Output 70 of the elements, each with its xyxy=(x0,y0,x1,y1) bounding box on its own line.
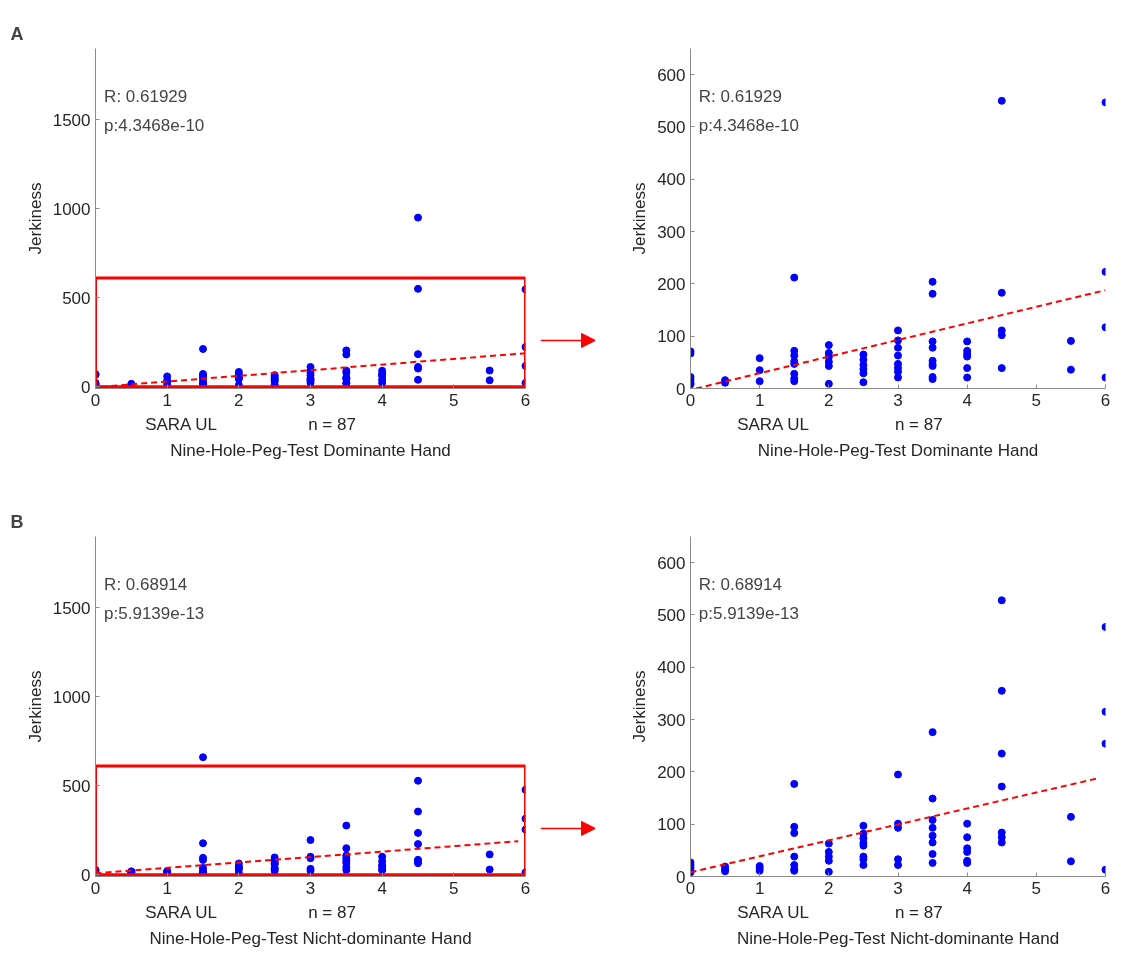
x-tick-label: 3 xyxy=(305,878,316,898)
text: n = 87 xyxy=(894,902,943,922)
annotation: R: 0.61929 xyxy=(698,86,782,106)
x-tick-label: 2 xyxy=(234,390,244,410)
y-tick-label: 200 xyxy=(657,762,686,782)
x-axis-title: Nine-Hole-Peg-Test Dominante Hand xyxy=(757,440,1039,460)
x-tick-label: 3 xyxy=(305,390,316,410)
text: SARA UL xyxy=(145,902,217,922)
y-tick-label: 600 xyxy=(657,65,686,85)
x-tick-label: 1 xyxy=(162,390,172,410)
text: SARA UL xyxy=(145,414,217,434)
x-tick-label: 4 xyxy=(962,390,972,410)
y-axis-title: Jerkiness xyxy=(630,182,650,255)
y-tick-label: 300 xyxy=(657,710,686,730)
x-tick-label: 5 xyxy=(449,390,459,410)
annotation: p:5.9139e-13 xyxy=(104,603,205,623)
y-tick-label: 400 xyxy=(657,170,686,190)
y-tick-label: 500 xyxy=(657,117,686,137)
y-axis-title: Jerkiness xyxy=(25,670,45,743)
y-tick-label: 500 xyxy=(657,605,686,625)
x-tick-label: 3 xyxy=(893,390,903,410)
annotation: R: 0.68914 xyxy=(698,574,782,594)
annotation: p:4.3468e-10 xyxy=(698,115,799,135)
x-tick-label: 6 xyxy=(520,878,531,898)
x-tick-label: 2 xyxy=(824,390,834,410)
y-tick-label: 400 xyxy=(657,658,686,678)
x-tick-label: 3 xyxy=(893,878,903,898)
y-tick-label: 1500 xyxy=(52,598,91,618)
y-axis-title: Jerkiness xyxy=(25,182,45,255)
x-tick-label: 2 xyxy=(234,878,244,898)
text: n = 87 xyxy=(894,414,943,434)
text: n = 87 xyxy=(308,902,356,922)
y-tick-label: 500 xyxy=(62,776,91,796)
y-tick-label: 1500 xyxy=(52,110,91,130)
y-tick-label: 0 xyxy=(81,865,91,885)
x-axis-title: Nine-Hole-Peg-Test Dominante Hand xyxy=(170,440,451,460)
text: SARA UL xyxy=(737,902,809,922)
x-axis-title: Nine-Hole-Peg-Test Nicht-dominante Hand xyxy=(149,928,472,948)
y-tick-label: 300 xyxy=(657,222,686,242)
y-tick-label: 200 xyxy=(657,274,686,294)
x-tick-label: 2 xyxy=(824,878,834,898)
y-tick-label: 600 xyxy=(657,553,686,573)
x-tick-label: 4 xyxy=(377,878,387,898)
y-tick-label: 1000 xyxy=(52,199,91,219)
x-tick-label: 1 xyxy=(754,878,765,898)
x-tick-label: 6 xyxy=(520,390,531,410)
text: n = 87 xyxy=(308,414,356,434)
y-tick-label: 500 xyxy=(62,288,91,308)
x-tick-label: 6 xyxy=(1100,878,1111,898)
annotation: p:5.9139e-13 xyxy=(698,603,799,623)
chart-title: B xyxy=(10,511,24,532)
chart-title: A xyxy=(10,23,24,44)
y-tick-label: 0 xyxy=(81,377,91,397)
x-tick-label: 6 xyxy=(1100,390,1111,410)
x-tick-label: 1 xyxy=(162,878,172,898)
x-tick-label: 4 xyxy=(377,390,387,410)
y-axis-title: Jerkiness xyxy=(630,670,650,743)
text: SARA UL xyxy=(737,414,809,434)
x-tick-label: 5 xyxy=(1031,390,1042,410)
x-tick-label: 1 xyxy=(754,390,765,410)
y-tick-label: 1000 xyxy=(52,687,91,707)
x-tick-label: 5 xyxy=(449,878,459,898)
annotation: R: 0.68914 xyxy=(104,574,188,594)
y-tick-label: 100 xyxy=(657,327,686,347)
x-tick-label: 5 xyxy=(1031,878,1042,898)
annotation: R: 0.61929 xyxy=(104,86,188,106)
x-axis-title: Nine-Hole-Peg-Test Nicht-dominante Hand xyxy=(736,928,1060,948)
x-tick-label: 4 xyxy=(962,878,972,898)
y-tick-label: 100 xyxy=(657,815,686,835)
annotation: p:4.3468e-10 xyxy=(104,115,205,135)
